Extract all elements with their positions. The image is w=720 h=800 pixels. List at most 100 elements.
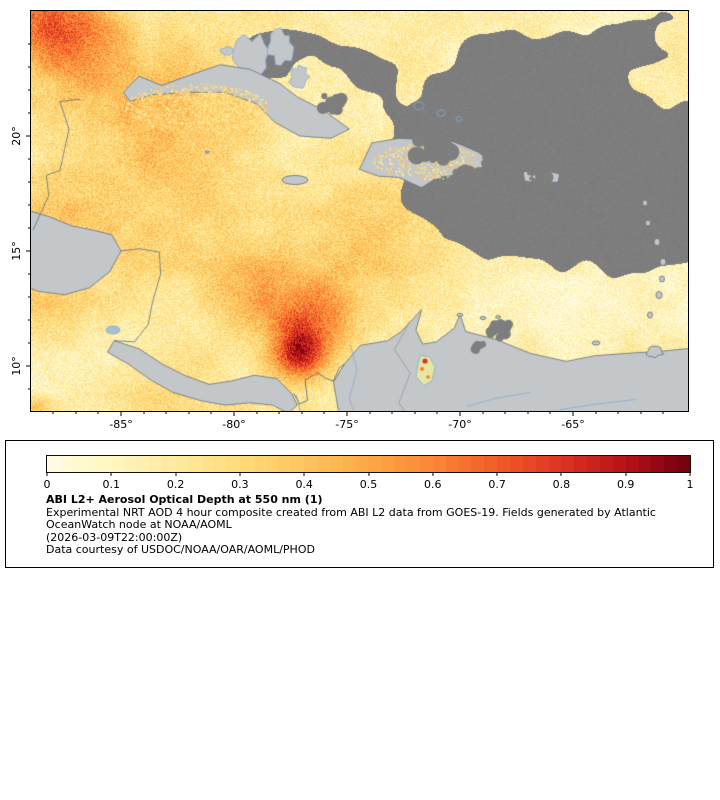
x-axis-tick-label: -65°: [561, 418, 585, 431]
colorbar-segment: [85, 456, 99, 472]
colorbar-segment: [432, 456, 446, 472]
colorbar: 0 0.1 0.2 0.3 0.4 0.5 0.6 0.7 0.8 0.9 1: [44, 455, 694, 491]
x-axis-minor-tick: [165, 411, 167, 414]
x-axis-minor-tick: [323, 411, 325, 414]
colorbar-tick: [368, 472, 369, 476]
colorbar-segment: [137, 456, 150, 472]
colorbar-segment: [419, 456, 433, 472]
x-axis-minor-tick: [527, 411, 529, 414]
colorbar-segment: [574, 456, 588, 472]
x-axis-minor-tick: [369, 411, 371, 414]
x-axis-minor-tick: [210, 411, 212, 414]
legend-panel: 0 0.1 0.2 0.3 0.4 0.5 0.6 0.7 0.8 0.9 1 ABI L2+ Ae…: [5, 440, 714, 568]
y-axis-tick: [26, 135, 31, 137]
colorbar-tick-label: 0.8: [552, 478, 571, 491]
colorbar-segment: [407, 456, 420, 472]
aod-map-canvas: [31, 11, 688, 411]
y-axis-minor-tick: [28, 296, 31, 298]
colorbar-tick-label: 0.4: [295, 478, 313, 491]
colorbar-tick: [303, 472, 305, 476]
colorbar-segment: [664, 456, 678, 472]
colorbar-tick-label: 0.5: [359, 478, 378, 491]
colorbar-segment: [304, 456, 318, 472]
colorbar-segment: [677, 456, 690, 472]
y-axis-minor-tick: [28, 158, 31, 160]
colorbar-tick-label: 0.6: [424, 478, 442, 491]
legend-description-line1: Experimental NRT AOD 4 hour composite cr…: [46, 505, 656, 519]
x-axis-tick: [459, 411, 461, 416]
y-axis-tick-label: 10°: [9, 356, 23, 376]
x-axis-tick-label: -85°: [109, 418, 133, 431]
x-axis-tick-label: -70°: [448, 418, 472, 431]
legend-text: ABI L2+ Aerosol Optical Depth at 550 nm …: [46, 493, 656, 557]
colorbar-segment: [59, 456, 73, 472]
x-axis-minor-tick: [75, 411, 77, 414]
y-axis-tick: [26, 250, 31, 252]
y-axis-minor-tick: [28, 43, 31, 45]
y-axis-minor-tick: [28, 273, 31, 275]
colorbar-segment: [278, 456, 292, 472]
colorbar-segment: [368, 456, 382, 472]
colorbar-segment: [612, 456, 626, 472]
legend-timestamp: (2026-03-09T22:00:00Z): [46, 530, 183, 544]
y-axis-tick: [26, 365, 31, 367]
colorbar-segment: [522, 456, 536, 472]
aod-map: -85° -80° -75° -70° -65° 20° 15° 10°: [10, 10, 689, 431]
colorbar-segment: [509, 456, 523, 472]
colorbar-segment: [497, 456, 510, 472]
x-axis-minor-tick: [549, 411, 551, 414]
colorbar-segment: [599, 456, 613, 472]
y-axis-minor-tick: [28, 388, 31, 390]
colorbar-segment: [111, 456, 125, 472]
colorbar-segment: [355, 456, 369, 472]
x-axis-minor-tick: [482, 411, 484, 414]
colorbar-segment: [471, 456, 485, 472]
colorbar-segment: [201, 456, 215, 472]
colorbar-tick: [560, 472, 562, 476]
x-axis-minor-tick: [504, 411, 506, 414]
x-axis-minor-tick: [52, 411, 54, 414]
colorbar-segment: [162, 456, 176, 472]
colorbar-segment: [214, 456, 228, 472]
colorbar-segment: [587, 456, 600, 472]
x-axis-minor-tick: [301, 411, 303, 414]
x-axis-tick-label: -75°: [335, 418, 359, 431]
colorbar-tick-label: 0.9: [616, 478, 635, 491]
y-axis-tick-label: 15°: [9, 241, 23, 261]
colorbar-segment: [625, 456, 639, 472]
colorbar-segment: [124, 456, 138, 472]
x-axis-minor-tick: [278, 411, 280, 414]
colorbar-tick-label: 0.7: [488, 478, 506, 491]
colorbar-segment: [381, 456, 395, 472]
colorbar-segment: [252, 456, 266, 472]
x-axis-minor-tick: [436, 411, 438, 414]
colorbar-segment: [291, 456, 305, 472]
colorbar-tick: [496, 472, 498, 476]
colorbar-segment: [98, 456, 112, 472]
x-axis-minor-tick: [97, 411, 99, 414]
y-axis-minor-tick: [28, 66, 31, 68]
colorbar-tick: [46, 472, 48, 476]
legend-description-line2: OceanWatch node at NOAA/AOML: [46, 518, 232, 531]
x-axis-minor-tick: [640, 411, 642, 414]
colorbar-segment: [149, 456, 163, 472]
x-axis-tick: [233, 411, 235, 416]
x-axis-tick: [346, 411, 348, 416]
x-axis-minor-tick: [662, 411, 664, 414]
legend-title: ABI L2+ Aerosol Optical Depth at 550 nm …: [46, 493, 323, 506]
colorbar-segment: [175, 456, 189, 472]
colorbar-segment: [458, 456, 472, 472]
colorbar-segment: [484, 456, 498, 472]
colorbar-tick-label: 0.1: [102, 478, 121, 491]
colorbar-segment: [265, 456, 279, 472]
legend-credit: Data courtesy of USDOC/NOAA/OAR/AOML/PHO…: [46, 543, 315, 556]
colorbar-segment: [317, 456, 330, 472]
colorbar-segment: [394, 456, 408, 472]
colorbar-segment: [47, 456, 60, 472]
x-axis-minor-tick: [595, 411, 597, 414]
y-axis-minor-tick: [28, 181, 31, 183]
colorbar-tick: [239, 472, 241, 476]
y-axis-minor-tick: [28, 342, 31, 344]
colorbar-segment: [342, 456, 356, 472]
